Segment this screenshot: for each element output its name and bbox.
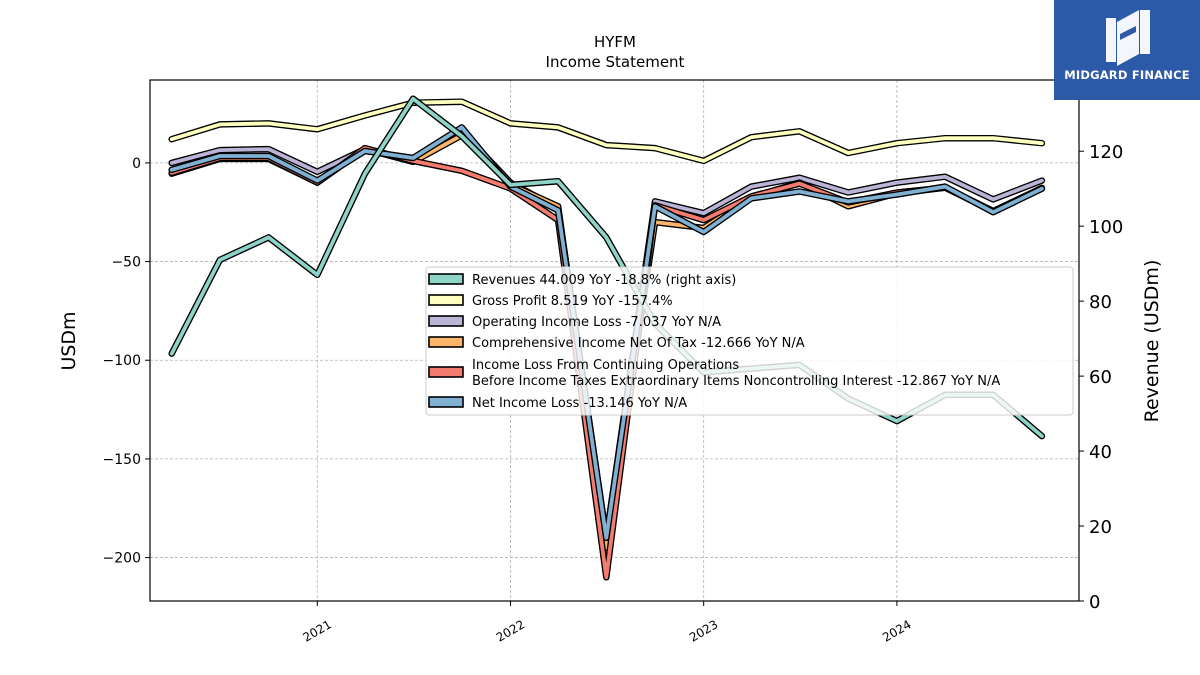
series-0-outline: [168, 98, 1046, 165]
legend-label: Revenues 44.009 YoY -18.8% (right axis): [472, 273, 736, 288]
y-tick-label: −150: [103, 452, 141, 468]
y2-tick-label: 60: [1089, 367, 1112, 388]
legend-swatch: [428, 336, 464, 348]
y2-tick-label: 100: [1089, 217, 1123, 238]
y-tick-label: 0: [132, 156, 141, 172]
legend-swatch: [428, 273, 464, 285]
x-tick-label: 2022: [494, 617, 527, 644]
y-axis-label: USDm: [58, 311, 80, 370]
legend-label: Operating Income Loss -7.037 YoY N/A: [472, 315, 721, 330]
legend-swatch: [428, 315, 464, 327]
series-lines: [168, 95, 1046, 581]
midgard-logo-icon: [1106, 10, 1150, 66]
y-tick-label: −200: [103, 551, 141, 567]
legend-label: Comprehensive Income Net Of Tax -12.666 …: [472, 336, 805, 351]
series-5-line: [169, 96, 1044, 439]
legend-label: Gross Profit 8.519 YoY -157.4%: [472, 294, 673, 309]
series-0-line: [169, 99, 1044, 163]
y2-tick-label: 20: [1089, 517, 1112, 538]
brand-logo: MIDGARD FINANCE: [1054, 0, 1200, 100]
legend-box: [425, 266, 1074, 416]
legend-swatch: [428, 366, 464, 378]
y-tick-label: −50: [111, 255, 141, 271]
y2-tick-label: 120: [1089, 142, 1123, 163]
y2-tick-label: 0: [1089, 592, 1100, 613]
y2-axis-label: Revenue (USDm): [1141, 260, 1163, 423]
x-tick-label: 2021: [301, 617, 334, 644]
series-4-line: [169, 125, 1044, 540]
chart-subtitle: Income Statement: [546, 53, 685, 71]
legend-swatch: [428, 396, 464, 408]
legend-label: Before Income Taxes Extraordinary Items …: [472, 374, 1000, 389]
legend-label: Net Income Loss -13.146 YoY N/A: [472, 396, 687, 411]
legend: Revenues 44.009 YoY -18.8% (right axis) G…: [425, 266, 1074, 416]
y2-tick-label: 80: [1089, 292, 1112, 313]
plot-frame: [149, 79, 1080, 602]
legend-label: Income Loss From Continuing Operations: [472, 358, 739, 373]
y2-tick-label: 40: [1089, 442, 1112, 463]
brand-name: MIDGARD FINANCE: [1064, 68, 1190, 82]
y-tick-label: −100: [103, 353, 141, 369]
x-tick-label: 2024: [880, 617, 913, 644]
chart-title: HYFM: [594, 33, 636, 51]
x-tick-label: 2023: [687, 617, 720, 644]
legend-swatch: [428, 294, 464, 306]
